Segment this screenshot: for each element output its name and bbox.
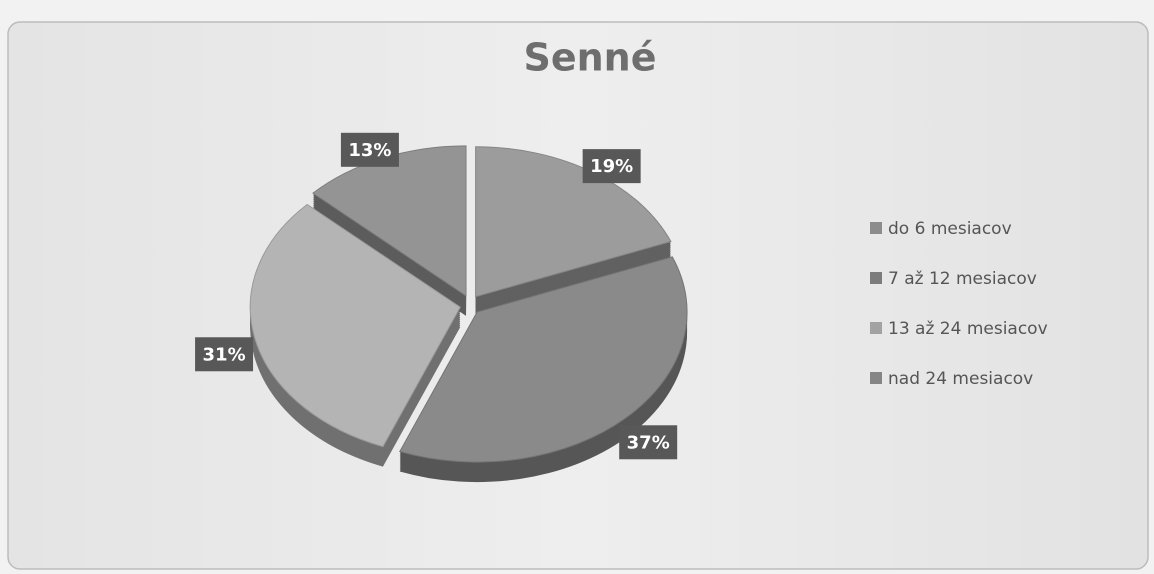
data-label-box bbox=[340, 132, 399, 167]
slice bbox=[249, 203, 461, 448]
legend-swatch bbox=[870, 222, 882, 234]
chart-title: Senné bbox=[523, 36, 656, 80]
data-label: 37% bbox=[627, 432, 670, 453]
legend-swatch bbox=[870, 372, 882, 384]
data-label: 13% bbox=[348, 140, 391, 161]
data-label-box bbox=[582, 149, 641, 184]
legend-label: do 6 mesiacov bbox=[888, 219, 1012, 239]
legend-swatch bbox=[870, 272, 882, 284]
legend-label: 7 až 12 mesiacov bbox=[888, 269, 1037, 289]
data-label: 19% bbox=[590, 156, 633, 177]
legend-swatch bbox=[870, 322, 882, 334]
data-label-box bbox=[195, 337, 254, 372]
legend-label: nad 24 mesiacov bbox=[888, 369, 1033, 389]
data-label-box bbox=[619, 425, 678, 460]
slice bbox=[399, 256, 688, 463]
legend-label: 13 až 24 mesiacov bbox=[888, 319, 1048, 339]
data-label: 31% bbox=[203, 344, 246, 365]
